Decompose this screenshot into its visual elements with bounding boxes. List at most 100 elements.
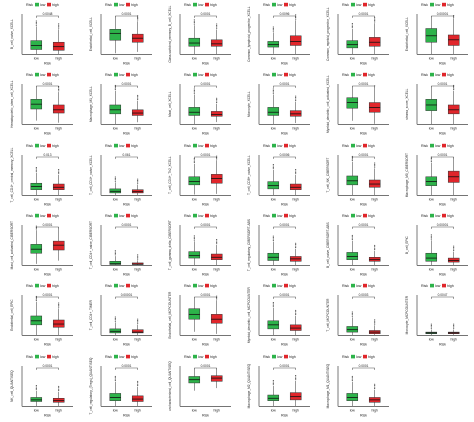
outlier-high [295, 98, 297, 100]
p-value-label: 0.0048 [43, 12, 53, 16]
outlier-low [193, 90, 195, 92]
outlier-high [374, 383, 376, 385]
legend: Risk low high [342, 284, 375, 288]
outlier-high [216, 240, 218, 242]
outlier-high [216, 27, 218, 29]
legend-label-low: low [277, 355, 283, 359]
legend-label-high: high [52, 355, 59, 359]
legend: Risk low high [105, 143, 138, 148]
boxplot-panel: Risk low highCommon_lymphoid_progenitor_XC… [247, 2, 310, 65]
legend-swatch-low [351, 2, 356, 7]
legend-swatch-high [204, 284, 209, 288]
legend-title: Risk [105, 284, 112, 288]
significance-bracket [115, 86, 138, 89]
legend: Risk low high [421, 284, 454, 288]
p-value-label: 0.0001 [438, 82, 448, 86]
y-axis-label: uncharacterized_cell_QUANTISEQ [168, 360, 172, 410]
y-axis-label: T_cell_NK_CIBERSORT [326, 157, 330, 192]
p-value-label: 0.0001 [201, 12, 211, 16]
outlier-low [114, 89, 116, 91]
boxplot-panel: Risk low highMyeloid_dendritic_cell_MCPCOU… [247, 284, 310, 347]
outlier-low [35, 169, 37, 171]
outlier-low [193, 161, 195, 163]
p-value-label: 0.0001 [359, 12, 369, 16]
legend-label-high: high [368, 355, 375, 359]
y-axis-label: T_cell_gamma_delta_CIBERSORT [168, 220, 172, 270]
outlier-high [295, 378, 297, 380]
box-high [131, 329, 144, 334]
outlier-low [272, 88, 274, 90]
outlier-high [58, 385, 60, 387]
legend-title: Risk [263, 3, 270, 7]
legend-swatch-high [46, 143, 51, 148]
legend-swatch-high [204, 2, 209, 7]
x-tick-high: high [56, 338, 63, 342]
p-value-label: 0.0001 [280, 364, 290, 368]
legend-label-low: low [119, 3, 125, 7]
outlier-high [374, 323, 376, 325]
x-tick-low: low [34, 197, 40, 201]
legend-title: Risk [105, 355, 112, 359]
y-axis-label: T_cell_CD4+_TIMER [89, 300, 93, 331]
outlier-low [35, 21, 37, 23]
outlier-high [216, 239, 218, 241]
outlier-low [35, 384, 37, 386]
y-axis-label: Endothelial_cell_MCPCOUNTER [168, 291, 172, 339]
x-tick-low: low [429, 338, 435, 342]
x-axis-title: Risk [360, 132, 367, 136]
legend-swatch-low [351, 213, 356, 218]
legend-label-high: high [368, 144, 375, 148]
outlier-low [272, 382, 274, 384]
outlier-high [137, 318, 139, 320]
x-tick-low: low [113, 408, 119, 412]
outlier-low [35, 225, 37, 227]
outlier-high [216, 99, 218, 101]
p-value-label: 0.013 [44, 153, 52, 157]
x-axis-title: Risk [123, 61, 130, 65]
y-axis-label: Endothelial_cell_EPIC [10, 299, 14, 331]
outlier-high [137, 18, 139, 20]
x-axis-title: Risk [360, 272, 367, 276]
legend-title: Risk [263, 284, 270, 288]
legend-label-high: high [447, 144, 454, 148]
legend-swatch-high [283, 73, 288, 77]
outlier-low [272, 93, 274, 95]
legend-label-low: low [435, 144, 441, 148]
box-low [267, 394, 280, 401]
x-axis-title: Risk [281, 343, 288, 347]
x-axis-title: Risk [123, 343, 130, 347]
outlier-low [430, 237, 432, 239]
x-tick-high: high [293, 197, 300, 201]
outlier-high [295, 247, 297, 249]
outlier-low [351, 375, 353, 377]
y-axis-label: Mast_cell_XCELL [168, 92, 172, 118]
legend-swatch-low [114, 354, 119, 359]
outlier-low [272, 381, 274, 383]
outlier-high [295, 168, 297, 170]
y-axis-label: T_cell_MCPCOUNTER [326, 298, 330, 332]
outlier-low [272, 238, 274, 240]
legend-title: Risk [342, 144, 349, 148]
legend-title: Risk [105, 144, 112, 148]
outlier-low [35, 23, 37, 25]
legend-title: Risk [184, 3, 191, 7]
box-high [289, 392, 302, 400]
box-high [289, 183, 302, 190]
outlier-high [453, 87, 455, 89]
outlier-high [216, 23, 218, 25]
legend-label-low: low [40, 284, 46, 288]
outlier-high [137, 99, 139, 101]
significance-bracket [194, 226, 217, 229]
y-axis-label: T_cell_CD4+_naive_XCELL [89, 155, 93, 195]
box-low [346, 392, 359, 401]
x-tick-low: low [350, 267, 356, 271]
outlier-high [137, 321, 139, 323]
outlier-high [137, 384, 139, 386]
boxplot-panel: Risk low highT_cell_CD4+_naive_XCELL0.061l… [89, 143, 152, 206]
x-tick-high: high [214, 408, 221, 412]
legend-swatch-low [114, 143, 119, 148]
boxplot-panel: Risk low highEndothelial_cell_XCELL0.00001… [405, 2, 468, 65]
outlier-low [351, 236, 353, 238]
outlier-low [272, 165, 274, 167]
